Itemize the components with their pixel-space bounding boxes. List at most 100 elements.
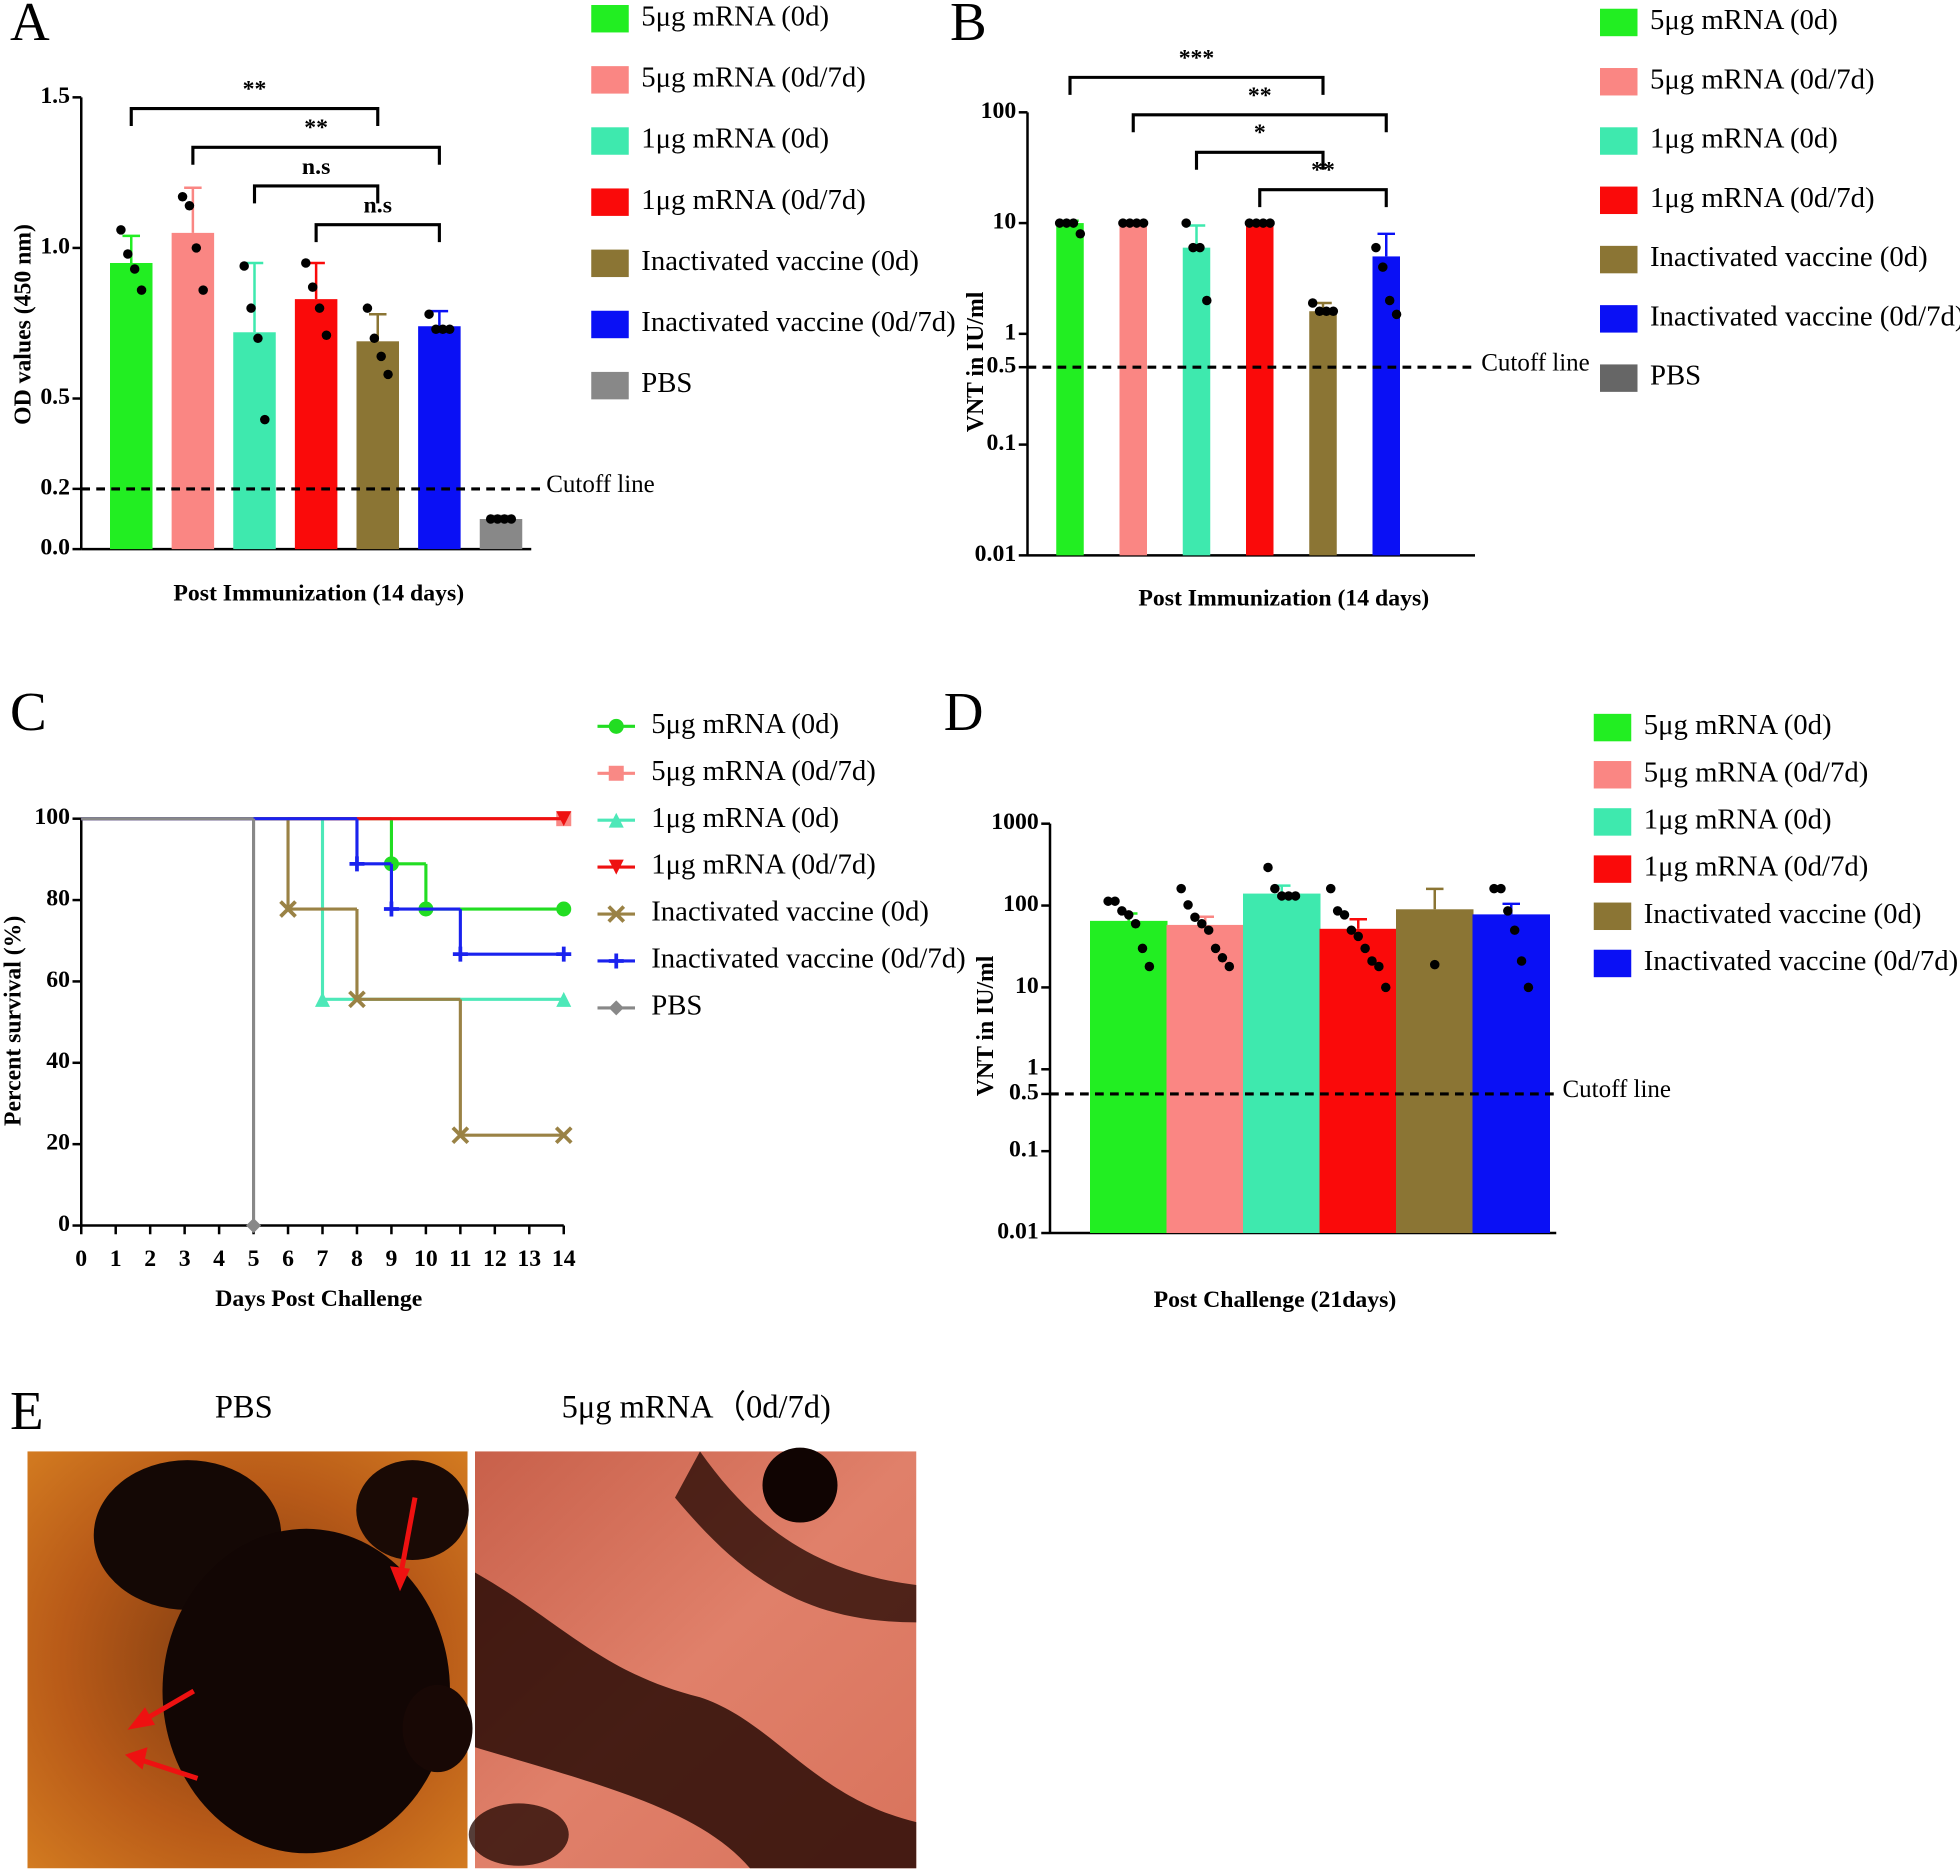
data-point: [1197, 918, 1207, 929]
data-point: [1523, 982, 1534, 993]
cutoff-label: Cutoff line: [1481, 349, 1590, 376]
legend-label: 1μg mRNA (0d): [641, 123, 829, 155]
y-tick-label: 1000: [991, 809, 1038, 835]
data-point: [1325, 883, 1336, 894]
error-bar: [184, 186, 202, 233]
x-tick-label: 13: [517, 1246, 541, 1272]
significance-bracket: [129, 107, 380, 127]
significance-label: n.s: [364, 193, 392, 219]
marker: [556, 901, 572, 917]
legend-swatch: [1600, 8, 1638, 37]
bar: [1372, 256, 1400, 556]
x-tick-label: 6: [282, 1246, 294, 1272]
data-point: [1503, 906, 1513, 916]
legend-marker: [608, 1000, 624, 1016]
x-tick-label: 11: [449, 1246, 471, 1272]
legend-label: Inactivated vaccine (0d): [1644, 898, 1922, 930]
data-point: [123, 249, 133, 259]
data-point: [1190, 912, 1200, 922]
panel-label: E: [10, 1380, 44, 1441]
data-point: [198, 285, 208, 295]
y-tick-label: 40: [46, 1048, 70, 1074]
data-point: [253, 333, 263, 344]
y-tick-label: 1.0: [40, 233, 70, 259]
legend-label: PBS: [1650, 360, 1701, 392]
panel-label: A: [10, 0, 50, 52]
bar: [479, 519, 523, 550]
data-point: [1489, 883, 1499, 894]
x-axis-label: Post Challenge (21days): [1154, 1287, 1397, 1313]
error-bar: [1349, 918, 1367, 929]
legend-swatch: [591, 310, 629, 339]
error-bar: [1426, 887, 1444, 910]
legend-label: Inactivated vaccine (0d/7d): [1650, 300, 1960, 332]
legend-marker: [608, 812, 624, 828]
legend-marker: [608, 953, 624, 969]
data-point: [492, 514, 503, 524]
legend-swatch: [1593, 949, 1632, 978]
y-tick-label: 1: [1027, 1055, 1039, 1081]
legend-label: Inactivated vaccine (0d/7d): [1644, 945, 1958, 977]
legend-swatch: [591, 4, 629, 33]
data-point: [1353, 931, 1363, 942]
data-point: [1188, 242, 1198, 253]
y-axis-label: Percent survival (%): [0, 916, 26, 1126]
data-point: [1217, 953, 1228, 963]
legend-label: 1μg mRNA (0d/7d): [651, 849, 876, 881]
legend-swatch: [1593, 808, 1632, 836]
data-point: [1314, 306, 1325, 316]
significance-bracket: [314, 223, 441, 243]
bar: [1246, 223, 1274, 556]
error-bar: [307, 261, 325, 300]
legend-label: Inactivated vaccine (0d): [1650, 241, 1928, 273]
significance-label: ***: [1179, 45, 1215, 71]
significance-label: **: [1248, 83, 1272, 109]
bar: [1056, 223, 1084, 556]
data-point: [1224, 961, 1235, 972]
data-point: [1516, 956, 1527, 966]
data-point: [314, 303, 325, 313]
legend-label: 5μg mRNA (0d): [651, 708, 839, 740]
data-point: [239, 261, 249, 271]
data-point: [1380, 982, 1391, 993]
legend-marker: [608, 765, 624, 781]
data-point: [383, 369, 393, 380]
data-point: [1258, 218, 1268, 228]
x-tick-label: 12: [483, 1246, 507, 1272]
x-tick-label: 8: [351, 1246, 363, 1272]
data-point: [1144, 961, 1155, 972]
data-point: [1290, 891, 1301, 901]
x-tick-label: 1: [110, 1246, 122, 1272]
data-point: [1307, 298, 1318, 308]
data-point: [1374, 961, 1384, 972]
legend-swatch: [1593, 761, 1632, 789]
data-point: [177, 191, 188, 202]
data-point: [1328, 306, 1339, 316]
y-tick-label: 100: [34, 804, 70, 830]
data-point: [369, 333, 380, 344]
marker: [556, 991, 572, 1007]
legend-label: 1μg mRNA (0d): [1644, 804, 1832, 836]
data-point: [246, 303, 256, 313]
legend-swatch: [1600, 305, 1638, 333]
data-point: [1068, 218, 1079, 228]
bar: [294, 299, 338, 550]
legend-swatch: [1593, 713, 1632, 742]
marker: [554, 1126, 573, 1145]
y-tick-label: 0.1: [987, 430, 1017, 456]
image-title: 5μg mRNA（0d/7d): [562, 1390, 831, 1426]
x-tick-label: 5: [248, 1246, 260, 1272]
legend-label: Inactivated vaccine (0d/7d): [651, 943, 965, 975]
y-tick-label: 0.01: [975, 541, 1017, 567]
micrograph-pbs: [27, 1451, 473, 1869]
x-tick-label: 3: [179, 1246, 191, 1272]
y-tick-label: 0.5: [987, 353, 1017, 379]
data-point: [136, 285, 147, 295]
y-tick-label: 0.5: [1009, 1079, 1039, 1105]
legend-label: 1μg mRNA (0d): [651, 802, 839, 834]
data-point: [1321, 306, 1332, 316]
data-point: [1181, 218, 1191, 228]
y-tick-label: 1: [1004, 319, 1016, 345]
legend-swatch: [1600, 127, 1638, 155]
